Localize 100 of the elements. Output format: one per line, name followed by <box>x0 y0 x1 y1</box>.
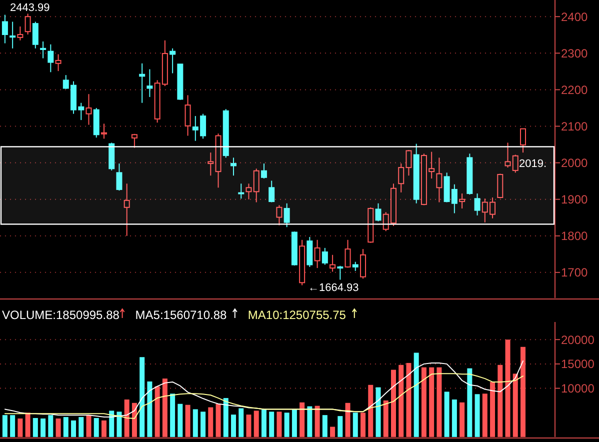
bar <box>223 398 228 437</box>
bar <box>512 374 518 437</box>
bar <box>48 415 54 437</box>
candlestick <box>124 183 130 236</box>
bar <box>231 414 236 437</box>
bar <box>436 367 442 437</box>
y-tick-label: 10000 <box>561 381 595 396</box>
bar <box>390 370 396 437</box>
bar <box>338 416 343 437</box>
y-tick-label: 20000 <box>561 332 595 347</box>
bar <box>383 400 388 437</box>
bar <box>71 420 76 437</box>
bar <box>25 412 30 437</box>
bar <box>307 406 312 437</box>
bar <box>254 410 259 437</box>
y-tick-label: 2400 <box>561 10 588 24</box>
bar <box>40 418 46 437</box>
candlestick <box>48 44 54 73</box>
bar <box>505 340 510 437</box>
bar <box>429 367 434 437</box>
bar <box>116 412 122 437</box>
bar <box>345 402 350 437</box>
bar <box>216 404 221 437</box>
bar <box>284 412 290 437</box>
bar <box>147 381 152 437</box>
candlestick <box>10 21 16 49</box>
bar <box>18 418 23 437</box>
bar <box>520 346 526 437</box>
bar <box>261 409 266 437</box>
y-tick-label: 1700 <box>561 266 588 280</box>
bar <box>360 412 366 437</box>
bar <box>322 415 328 437</box>
bar <box>292 409 297 437</box>
legend-label: MA10:1250755.75 <box>248 308 346 322</box>
bar <box>467 368 472 437</box>
bar <box>414 352 419 437</box>
bar <box>474 394 480 437</box>
y-tick-label: 2300 <box>561 46 588 60</box>
annotation: 2019. <box>519 158 547 170</box>
y-tick-label: 2100 <box>561 119 588 134</box>
candlestick <box>474 192 480 216</box>
bar <box>352 412 358 437</box>
bar <box>192 409 198 437</box>
bar <box>460 402 465 437</box>
bar <box>276 412 282 437</box>
legend-label: VOLUME:1850995.88 <box>2 308 120 322</box>
bar <box>300 402 305 437</box>
y-tick-label: 15000 <box>561 357 595 372</box>
bar <box>490 382 496 437</box>
bar <box>330 426 336 437</box>
bar <box>94 418 99 437</box>
y-tick-label: 2200 <box>561 82 588 97</box>
candlestick <box>86 94 92 126</box>
bar <box>314 406 320 437</box>
legend-label: MA5:1560710.88 <box>135 308 228 322</box>
y-tick-label: 2000 <box>561 156 588 170</box>
bar <box>109 410 114 437</box>
bar <box>32 418 38 437</box>
bar <box>406 362 412 437</box>
bar <box>452 399 457 437</box>
bar <box>208 407 214 437</box>
bar <box>444 392 450 437</box>
line-series <box>4 373 524 419</box>
y-tick-label: 1800 <box>561 229 588 244</box>
bar <box>140 357 145 437</box>
bar <box>398 364 404 437</box>
bar <box>132 402 137 437</box>
candlestick <box>314 239 320 269</box>
bar <box>482 394 488 437</box>
bar <box>246 414 252 437</box>
bar <box>101 420 106 437</box>
bar <box>376 387 381 437</box>
candlestick <box>139 62 146 104</box>
bar <box>421 367 426 437</box>
candlestick <box>208 152 214 176</box>
bar <box>56 418 61 437</box>
candlestick <box>459 192 466 209</box>
bar <box>78 417 84 437</box>
bar <box>10 415 16 437</box>
bar <box>238 408 244 437</box>
bar <box>86 415 92 437</box>
bar <box>178 404 183 437</box>
bar <box>63 417 68 437</box>
bar <box>2 415 8 437</box>
candlestick <box>230 157 237 176</box>
bar <box>185 404 190 437</box>
bar <box>170 394 176 437</box>
bar <box>154 386 160 437</box>
candlestick <box>184 94 191 136</box>
candlestick <box>40 40 46 59</box>
annotation: 2443.99 <box>10 2 50 14</box>
bar <box>124 399 130 437</box>
candlestick <box>146 68 153 98</box>
bar <box>368 384 374 437</box>
candlestick <box>436 157 442 203</box>
bar <box>162 378 168 437</box>
y-tick-label: 1900 <box>561 192 588 207</box>
bar <box>200 412 206 437</box>
bar <box>269 412 274 437</box>
annotation: ←1664.93 <box>308 282 359 294</box>
